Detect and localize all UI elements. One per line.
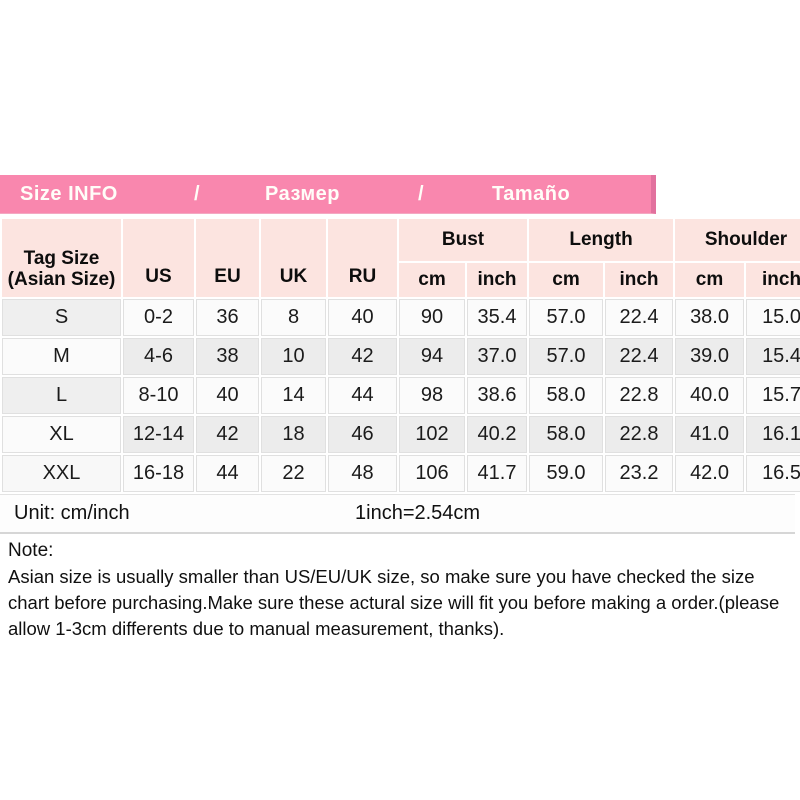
cell-uk: 10 <box>261 338 326 375</box>
table-row-m: M 4-6 38 10 42 94 37.0 57.0 22.4 39.0 15… <box>2 338 800 375</box>
band-label-spanish: Tamaño <box>492 183 571 205</box>
note-title: Note: <box>8 540 54 561</box>
cell-us: 12-14 <box>123 416 194 453</box>
band-label-russian: Размер <box>265 183 341 205</box>
band-separator-2: / <box>418 183 425 205</box>
col-header-shoulder-cm: cm <box>675 263 745 297</box>
cell-eu: 38 <box>196 338 259 375</box>
table-row-s: S 0-2 36 8 40 90 35.4 57.0 22.4 38.0 15.… <box>2 299 800 336</box>
unit-row: Unit: cm/inch 1inch=2.54cm <box>0 494 795 534</box>
header-group-row: Tag Size (Asian Size) US EU UK RU Bust L… <box>2 219 800 297</box>
cell-tag: S <box>2 299 121 336</box>
cell-bust-inch: 41.7 <box>467 455 528 492</box>
cell-us: 16-18 <box>123 455 194 492</box>
cell-tag: XXL <box>2 455 121 492</box>
cell-uk: 14 <box>261 377 326 414</box>
cell-eu: 44 <box>196 455 259 492</box>
cell-shoulder-cm: 39.0 <box>675 338 745 375</box>
cell-ru: 46 <box>328 416 397 453</box>
cell-tag: XL <box>2 416 121 453</box>
cell-shoulder-inch: 15.0 <box>746 299 800 336</box>
size-table: Tag Size (Asian Size) US EU UK RU Bust L… <box>0 217 800 494</box>
cell-eu: 40 <box>196 377 259 414</box>
cell-length-inch: 22.8 <box>605 377 674 414</box>
band-separator-1: / <box>194 183 201 205</box>
cell-us: 0-2 <box>123 299 194 336</box>
cell-length-cm: 58.0 <box>529 416 604 453</box>
unit-label: Unit: cm/inch <box>14 502 130 524</box>
table-row-xxl: XXL 16-18 44 22 48 106 41.7 59.0 23.2 42… <box>2 455 800 492</box>
tag-size-line1: Tag Size <box>23 248 100 269</box>
table-row-l: L 8-10 40 14 44 98 38.6 58.0 22.8 40.0 1… <box>2 377 800 414</box>
size-chart-page: Size INFO / Размер / Tamaño Tag Size (As… <box>0 175 800 642</box>
cell-tag: L <box>2 377 121 414</box>
cell-bust-cm: 102 <box>399 416 465 453</box>
cell-tag: M <box>2 338 121 375</box>
cell-ru: 48 <box>328 455 397 492</box>
table-body: S 0-2 36 8 40 90 35.4 57.0 22.4 38.0 15.… <box>2 299 800 492</box>
cell-length-cm: 59.0 <box>529 455 604 492</box>
cell-bust-inch: 38.6 <box>467 377 528 414</box>
cell-shoulder-cm: 42.0 <box>675 455 745 492</box>
col-header-ru: RU <box>328 219 397 297</box>
title-band: Size INFO / Размер / Tamaño <box>0 175 656 214</box>
unit-conversion: 1inch=2.54cm <box>355 502 481 524</box>
cell-length-cm: 57.0 <box>529 338 604 375</box>
cell-eu: 42 <box>196 416 259 453</box>
col-header-bust-inch: inch <box>467 263 528 297</box>
cell-bust-cm: 90 <box>399 299 465 336</box>
col-header-length-cm: cm <box>529 263 604 297</box>
cell-ru: 42 <box>328 338 397 375</box>
col-group-length: Length <box>529 219 674 261</box>
note-section: Note: Asian size is usually smaller than… <box>0 534 800 642</box>
cell-bust-cm: 98 <box>399 377 465 414</box>
col-header-uk: UK <box>261 219 326 297</box>
cell-shoulder-inch: 15.7 <box>746 377 800 414</box>
cell-length-inch: 22.4 <box>605 338 674 375</box>
cell-bust-inch: 40.2 <box>467 416 528 453</box>
col-header-bust-cm: cm <box>399 263 465 297</box>
cell-uk: 8 <box>261 299 326 336</box>
cell-bust-cm: 106 <box>399 455 465 492</box>
cell-length-inch: 22.8 <box>605 416 674 453</box>
cell-ru: 44 <box>328 377 397 414</box>
tag-size-line2: (Asian Size) <box>7 269 116 290</box>
cell-us: 4-6 <box>123 338 194 375</box>
col-header-us: US <box>123 219 194 297</box>
cell-shoulder-cm: 38.0 <box>675 299 745 336</box>
table-row-xl: XL 12-14 42 18 46 102 40.2 58.0 22.8 41.… <box>2 416 800 453</box>
cell-length-inch: 23.2 <box>605 455 674 492</box>
cell-eu: 36 <box>196 299 259 336</box>
cell-bust-inch: 35.4 <box>467 299 528 336</box>
cell-uk: 18 <box>261 416 326 453</box>
col-group-bust: Bust <box>399 219 528 261</box>
cell-us: 8-10 <box>123 377 194 414</box>
cell-length-inch: 22.4 <box>605 299 674 336</box>
note-body: Asian size is usually smaller than US/EU… <box>8 566 780 639</box>
cell-shoulder-cm: 40.0 <box>675 377 745 414</box>
cell-shoulder-inch: 15.4 <box>746 338 800 375</box>
header-units-row: cm inch cm inch cm inch <box>2 263 800 297</box>
table-header: Tag Size (Asian Size) US EU UK RU Bust L… <box>2 219 800 297</box>
band-label-english: Size INFO <box>20 183 118 205</box>
col-header-length-inch: inch <box>605 263 674 297</box>
cell-uk: 22 <box>261 455 326 492</box>
cell-length-cm: 57.0 <box>529 299 604 336</box>
cell-bust-cm: 94 <box>399 338 465 375</box>
col-header-eu: EU <box>196 219 259 297</box>
cell-shoulder-inch: 16.5 <box>746 455 800 492</box>
cell-bust-inch: 37.0 <box>467 338 528 375</box>
cell-ru: 40 <box>328 299 397 336</box>
col-header-shoulder-inch: inch <box>746 263 800 297</box>
cell-shoulder-inch: 16.1 <box>746 416 800 453</box>
cell-length-cm: 58.0 <box>529 377 604 414</box>
col-header-tag-size: Tag Size (Asian Size) <box>2 219 121 297</box>
col-group-shoulder: Shoulder <box>675 219 800 261</box>
cell-shoulder-cm: 41.0 <box>675 416 745 453</box>
